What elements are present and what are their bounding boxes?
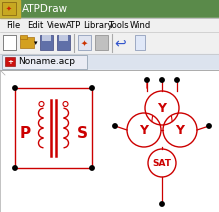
Bar — [0, 32, 219, 54]
Bar — [20, 37, 34, 48]
Circle shape — [175, 78, 179, 82]
Text: ATP: ATP — [66, 21, 81, 29]
Text: Tools: Tools — [108, 21, 129, 29]
Bar — [0, 54, 219, 70]
Text: View: View — [47, 21, 67, 29]
Bar — [2, 2, 16, 15]
Circle shape — [160, 78, 164, 82]
Bar — [0, 70, 219, 212]
Bar — [2, 55, 87, 69]
Text: ▾: ▾ — [34, 40, 37, 46]
Text: Wind: Wind — [130, 21, 151, 29]
Bar — [5, 57, 15, 66]
Bar — [3, 35, 16, 50]
Bar — [59, 35, 68, 41]
Text: Y: Y — [157, 102, 166, 116]
Bar — [0, 0, 219, 18]
Circle shape — [207, 124, 211, 128]
Text: Y: Y — [175, 124, 184, 138]
Text: Noname.acp: Noname.acp — [18, 57, 75, 67]
Text: ✦: ✦ — [81, 39, 88, 47]
Text: Edit: Edit — [27, 21, 43, 29]
Bar — [20, 35, 27, 39]
Bar — [40, 35, 53, 50]
Text: P: P — [19, 126, 31, 141]
Circle shape — [13, 166, 17, 170]
Text: File: File — [6, 21, 20, 29]
Circle shape — [160, 202, 164, 206]
Circle shape — [13, 86, 17, 90]
Bar — [3, 35, 16, 50]
Bar — [135, 35, 145, 50]
Circle shape — [90, 166, 94, 170]
Bar — [0, 70, 219, 212]
Bar — [0, 0, 20, 18]
Circle shape — [145, 78, 149, 82]
Text: S: S — [76, 126, 88, 141]
Text: +: + — [7, 59, 13, 65]
Bar — [0, 18, 219, 32]
Text: ↩: ↩ — [114, 36, 126, 50]
Text: ✦: ✦ — [6, 6, 12, 11]
Text: Y: Y — [140, 124, 148, 138]
Bar — [78, 35, 91, 50]
Text: ATPDraw: ATPDraw — [22, 4, 68, 14]
Bar — [95, 35, 108, 50]
Text: SAT: SAT — [152, 159, 171, 169]
Bar — [57, 35, 70, 50]
Circle shape — [90, 86, 94, 90]
Text: Library: Library — [83, 21, 113, 29]
Circle shape — [113, 124, 117, 128]
Bar — [15, 88, 92, 168]
Bar — [42, 35, 51, 41]
